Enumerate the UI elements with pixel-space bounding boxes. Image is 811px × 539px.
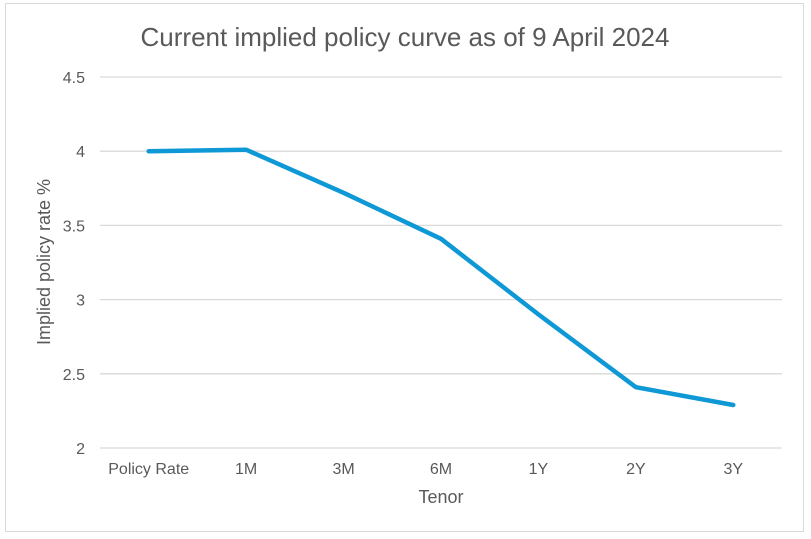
y-tick-label: 4.5: [63, 70, 85, 87]
y-axis-label: Implied policy rate %: [34, 179, 54, 345]
series-line: [146, 147, 736, 408]
y-tick-label: 2: [76, 441, 85, 458]
chart-frame: [5, 3, 804, 532]
x-axis-tick-labels: Policy Rate 1M 3M 6M 1Y 2Y 3Y: [108, 461, 743, 478]
chart-title: Current implied policy curve as of 9 Apr…: [141, 22, 670, 52]
y-tick-label: 2.5: [63, 367, 85, 384]
y-tick-label: 3: [76, 293, 85, 310]
x-tick-label: 3M: [332, 461, 354, 478]
x-tick-label: Policy Rate: [108, 461, 189, 478]
x-tick-label: 1M: [235, 461, 257, 478]
y-axis-tick-labels: 2 2.5 3 3.5 4 4.5: [63, 70, 85, 458]
x-tick-label: 1Y: [529, 461, 549, 478]
x-axis-label: Tenor: [418, 487, 463, 507]
x-tick-label: 2Y: [626, 461, 646, 478]
gridlines: [100, 76, 782, 449]
y-tick-label: 3.5: [63, 218, 85, 235]
y-tick-label: 4: [76, 144, 85, 161]
x-tick-label: 3Y: [723, 461, 743, 478]
x-tick-label: 6M: [430, 461, 452, 478]
